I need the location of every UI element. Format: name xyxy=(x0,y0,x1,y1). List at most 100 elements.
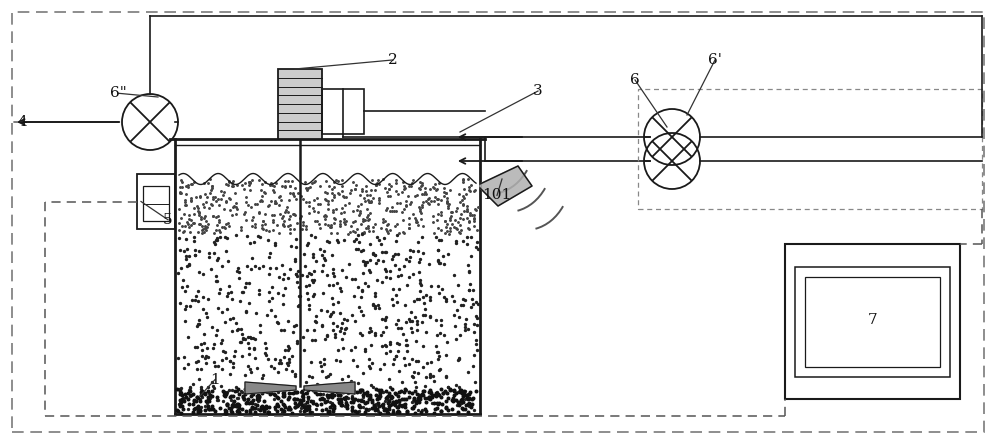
Point xyxy=(218,221,234,228)
Point xyxy=(237,283,253,290)
Point xyxy=(429,186,445,193)
Point xyxy=(223,396,239,403)
Point xyxy=(282,190,298,197)
Point xyxy=(461,400,477,407)
Point xyxy=(440,383,456,390)
Point xyxy=(366,402,382,409)
Point xyxy=(295,218,311,225)
Point xyxy=(326,273,342,280)
Point xyxy=(192,193,208,200)
Point xyxy=(265,227,281,234)
Point xyxy=(430,246,446,254)
Point xyxy=(316,255,332,262)
Point xyxy=(276,401,292,408)
Point xyxy=(206,358,222,365)
Point xyxy=(410,238,426,246)
Point xyxy=(275,213,291,220)
Point xyxy=(430,246,446,254)
Point xyxy=(440,395,456,402)
Point xyxy=(409,390,425,397)
Point xyxy=(177,287,193,294)
Point xyxy=(183,198,199,205)
Polygon shape xyxy=(480,166,532,206)
Point xyxy=(448,381,464,388)
Point xyxy=(396,229,412,236)
Point xyxy=(307,337,323,344)
Point xyxy=(315,262,331,269)
Point xyxy=(429,195,445,202)
Point xyxy=(464,212,480,219)
Point xyxy=(241,181,257,188)
Point xyxy=(411,398,427,405)
Point xyxy=(362,325,378,332)
Point xyxy=(318,213,334,220)
Point xyxy=(301,281,317,289)
Point xyxy=(431,352,447,359)
Point xyxy=(175,228,191,235)
Point xyxy=(210,362,226,369)
Point xyxy=(426,184,442,191)
Point xyxy=(430,400,446,408)
Point xyxy=(243,368,259,375)
Point xyxy=(372,366,388,373)
Point xyxy=(269,318,285,325)
Point xyxy=(365,300,381,307)
Point xyxy=(430,210,446,218)
Point xyxy=(311,220,327,227)
Point xyxy=(172,399,188,406)
Point xyxy=(455,393,471,400)
Point xyxy=(195,270,211,278)
Point xyxy=(466,406,482,413)
Point xyxy=(355,394,371,401)
Point xyxy=(275,300,291,307)
Point xyxy=(339,317,355,324)
Point xyxy=(300,295,316,302)
Point xyxy=(401,258,417,265)
Point xyxy=(371,199,387,206)
Point xyxy=(321,408,337,415)
Point xyxy=(355,311,371,318)
Point xyxy=(421,388,437,395)
Point xyxy=(276,353,292,360)
Point xyxy=(199,314,215,321)
Point xyxy=(204,379,220,386)
Point xyxy=(234,289,250,296)
Point xyxy=(390,250,406,257)
Point xyxy=(343,347,359,354)
Point xyxy=(398,202,414,210)
Point xyxy=(346,238,362,245)
Point xyxy=(204,185,220,192)
Point xyxy=(392,402,408,409)
Point xyxy=(185,401,201,408)
Point xyxy=(359,259,375,266)
Point xyxy=(367,292,383,299)
Point xyxy=(383,182,399,190)
Point xyxy=(188,194,204,201)
Point xyxy=(293,404,309,411)
Point xyxy=(319,398,335,405)
Point xyxy=(436,293,452,301)
Point xyxy=(238,199,254,206)
Point xyxy=(332,285,348,292)
Point xyxy=(351,304,367,311)
Point xyxy=(207,362,223,369)
Point xyxy=(200,394,216,401)
Point xyxy=(385,301,401,308)
Point xyxy=(172,390,188,397)
Point xyxy=(278,206,294,214)
Point xyxy=(396,388,412,396)
Point xyxy=(387,250,403,257)
Point xyxy=(280,395,296,402)
Point xyxy=(463,401,479,408)
Point xyxy=(354,231,370,238)
Point xyxy=(177,202,193,209)
Point xyxy=(401,224,417,231)
Point xyxy=(271,202,287,209)
Point xyxy=(200,402,216,409)
Point xyxy=(197,222,213,229)
Point xyxy=(461,186,477,194)
Point xyxy=(324,390,340,397)
Point xyxy=(333,401,349,408)
Point xyxy=(373,332,389,339)
Point xyxy=(173,385,189,392)
